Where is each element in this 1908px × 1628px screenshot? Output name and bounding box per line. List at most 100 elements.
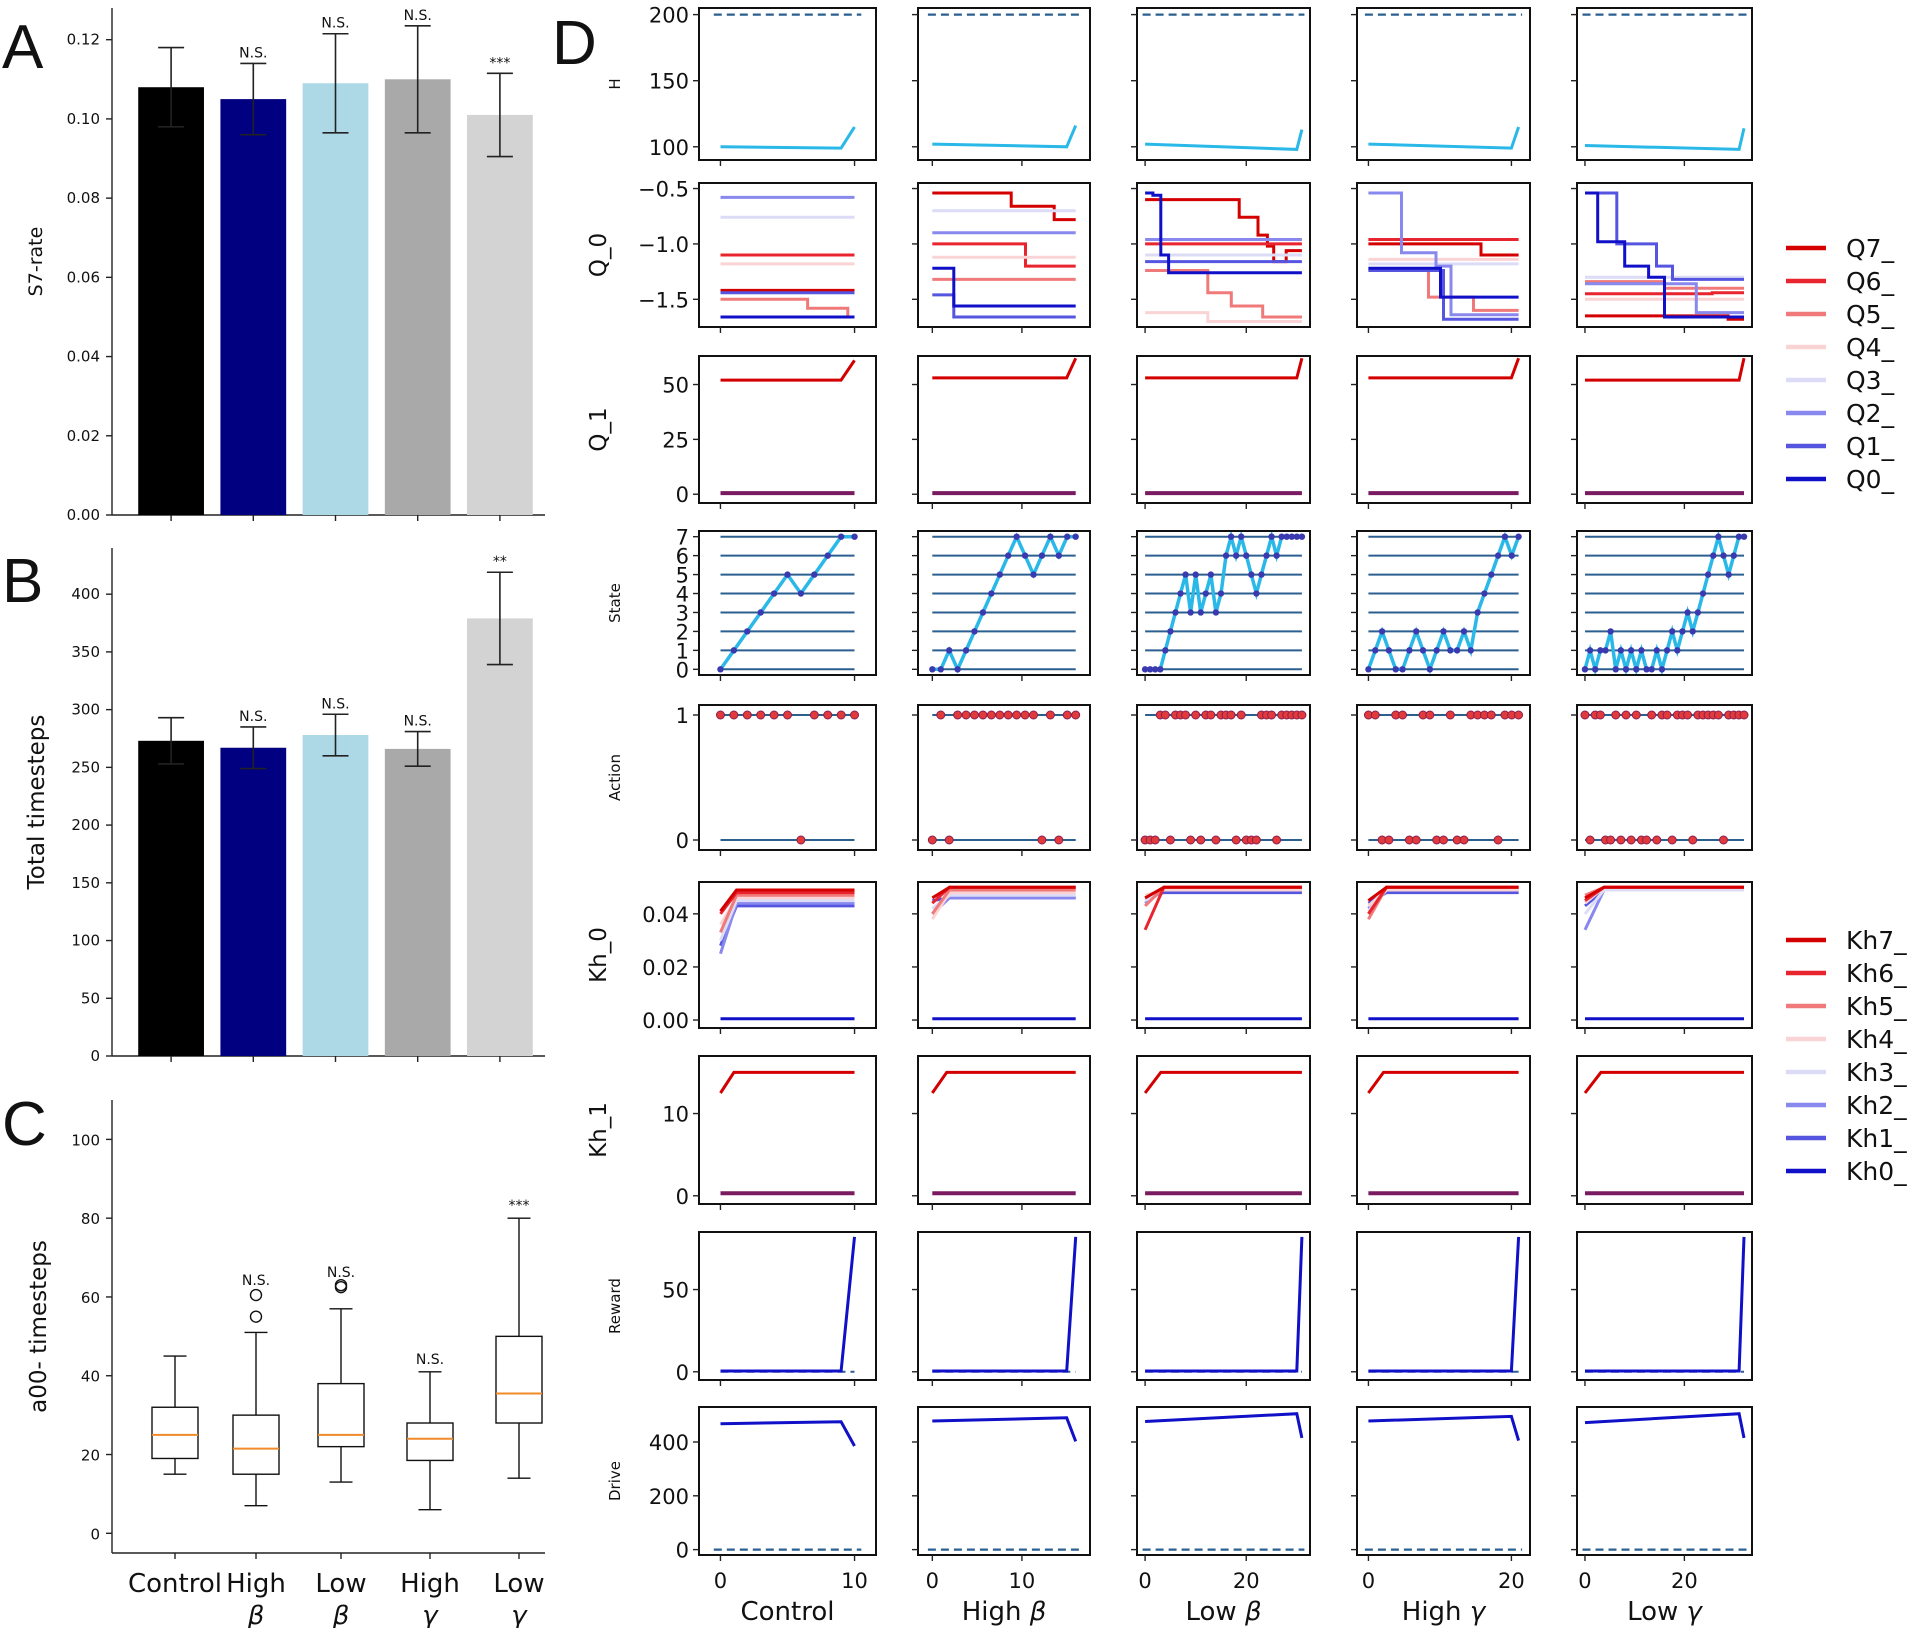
action-point	[944, 835, 954, 845]
h-trace-line	[1368, 126, 1521, 150]
condition-label-symbol: γ	[1470, 1597, 1487, 1627]
state-point	[1243, 552, 1250, 559]
state-point	[730, 647, 738, 654]
action-point	[769, 710, 779, 720]
kh1-high-series-line	[1367, 1070, 1519, 1094]
q0-series-6	[1585, 291, 1744, 296]
subplot-drive-5: 0 20	[1571, 1406, 1753, 1593]
subplot-frame	[1576, 704, 1753, 851]
state-point	[971, 628, 978, 635]
state-point	[996, 571, 1003, 578]
subplot-kh-0-4	[1351, 881, 1531, 1034]
state-trajectory-line	[1583, 529, 1744, 677]
subplot-q-0-2	[912, 182, 1091, 333]
q0-series-0	[932, 266, 1076, 308]
state-point	[1740, 533, 1748, 540]
action-point	[969, 710, 979, 720]
q0-series-0	[1368, 266, 1519, 299]
state-point	[1648, 666, 1655, 673]
action-point	[1297, 710, 1307, 720]
subplot-drive-3: 0 20	[1131, 1406, 1311, 1593]
state-point	[1586, 647, 1594, 654]
condition-label-symbol: γ	[1687, 1597, 1704, 1627]
state-point	[1710, 552, 1717, 559]
legend-label: Q4_	[1846, 333, 1895, 362]
significance-label: ***	[489, 55, 510, 71]
y-tick-label: 200	[649, 4, 689, 28]
action-point	[1621, 710, 1631, 720]
kh0-series-2	[1583, 888, 1744, 931]
y-tick-label: 150	[71, 874, 100, 892]
legend-label: Q2_	[1846, 399, 1895, 428]
state-point	[1501, 533, 1509, 540]
state-point	[1612, 666, 1619, 673]
legend-item-kh0: Kh0_	[1786, 1157, 1907, 1186]
x-tick-label: 0	[926, 1569, 939, 1593]
panel-a-s7-rate-bar-chart: 0.00 0.02 0.04 0.06 0.08 0.10 0.12 N.S. N.S. N.S.…	[25, 8, 545, 524]
state-point	[1399, 666, 1406, 673]
x-tick-label: 0	[1138, 1569, 1151, 1593]
legend-item-kh6: Kh6_	[1786, 959, 1907, 988]
action-point	[1231, 835, 1241, 845]
action-point	[1236, 710, 1246, 720]
h-trace-line	[720, 126, 856, 150]
legend-item-q0: Q0_	[1786, 465, 1895, 494]
y-axis-label: S7-rate	[25, 227, 47, 297]
action-point	[850, 710, 860, 720]
subplot-frame	[1356, 881, 1531, 1029]
action-point	[1611, 710, 1621, 720]
subplot-q-1-5	[1571, 355, 1753, 509]
subplot-h-4	[1351, 7, 1531, 166]
state-point	[1474, 609, 1481, 616]
subplot-reward-2	[912, 1231, 1091, 1386]
subplot-kh-1-5	[1571, 1055, 1753, 1210]
x-tick-label: High	[226, 1569, 286, 1599]
state-point	[824, 552, 831, 559]
state-point	[1684, 609, 1691, 616]
y-tick-label: −1.0	[638, 233, 689, 257]
x-tick-label: 20	[1498, 1569, 1525, 1593]
subplot-action-1: 10	[676, 704, 877, 856]
y-tick-label: 0.10	[67, 110, 100, 128]
subplot-frame	[1136, 881, 1311, 1029]
drive-trace-line	[1368, 1414, 1521, 1442]
kh0-series-1	[719, 904, 855, 947]
bar-control	[138, 740, 204, 1056]
legend-label: Kh5_	[1846, 992, 1907, 1021]
panel-letter: B	[2, 547, 43, 616]
subplot-frame	[1356, 1231, 1531, 1381]
subplot-frame	[698, 182, 877, 328]
subplot-frame	[1136, 7, 1311, 161]
legend-item-q5: Q5_	[1786, 300, 1895, 329]
state-point	[1182, 571, 1189, 578]
y-tick-label: 150	[649, 70, 689, 94]
state-point	[1055, 552, 1063, 559]
kh0-series-6	[719, 891, 855, 915]
subplot-frame	[1576, 1406, 1753, 1556]
subplot-frame	[1576, 1055, 1753, 1205]
y-tick-label: 400	[71, 585, 100, 603]
y-axis-label: State	[606, 583, 624, 623]
action-point	[995, 710, 1005, 720]
state-point	[1152, 666, 1159, 673]
q0-series-6	[932, 242, 1076, 268]
kh0-series-3	[1583, 888, 1744, 915]
y-tick-label: 3	[676, 601, 689, 625]
outlier-point	[249, 1288, 263, 1302]
drive-trace-line	[1584, 1412, 1746, 1439]
y-tick-label: 0.00	[642, 1009, 689, 1033]
y-tick-label: 0.02	[67, 427, 100, 445]
action-point	[1647, 710, 1657, 720]
legend-item-kh1: Kh1_	[1786, 1124, 1907, 1153]
action-point	[1165, 835, 1175, 845]
action-point	[1398, 710, 1408, 720]
q0-series-5	[720, 297, 850, 317]
x-tick-label: Control	[128, 1569, 222, 1599]
state-point	[1730, 552, 1737, 559]
action-point	[1631, 710, 1641, 720]
state-point	[1253, 590, 1260, 597]
iqr-box	[317, 1382, 365, 1448]
y-tick-label: 0	[90, 1525, 100, 1543]
legend-item-kh3: Kh3_	[1786, 1058, 1907, 1087]
